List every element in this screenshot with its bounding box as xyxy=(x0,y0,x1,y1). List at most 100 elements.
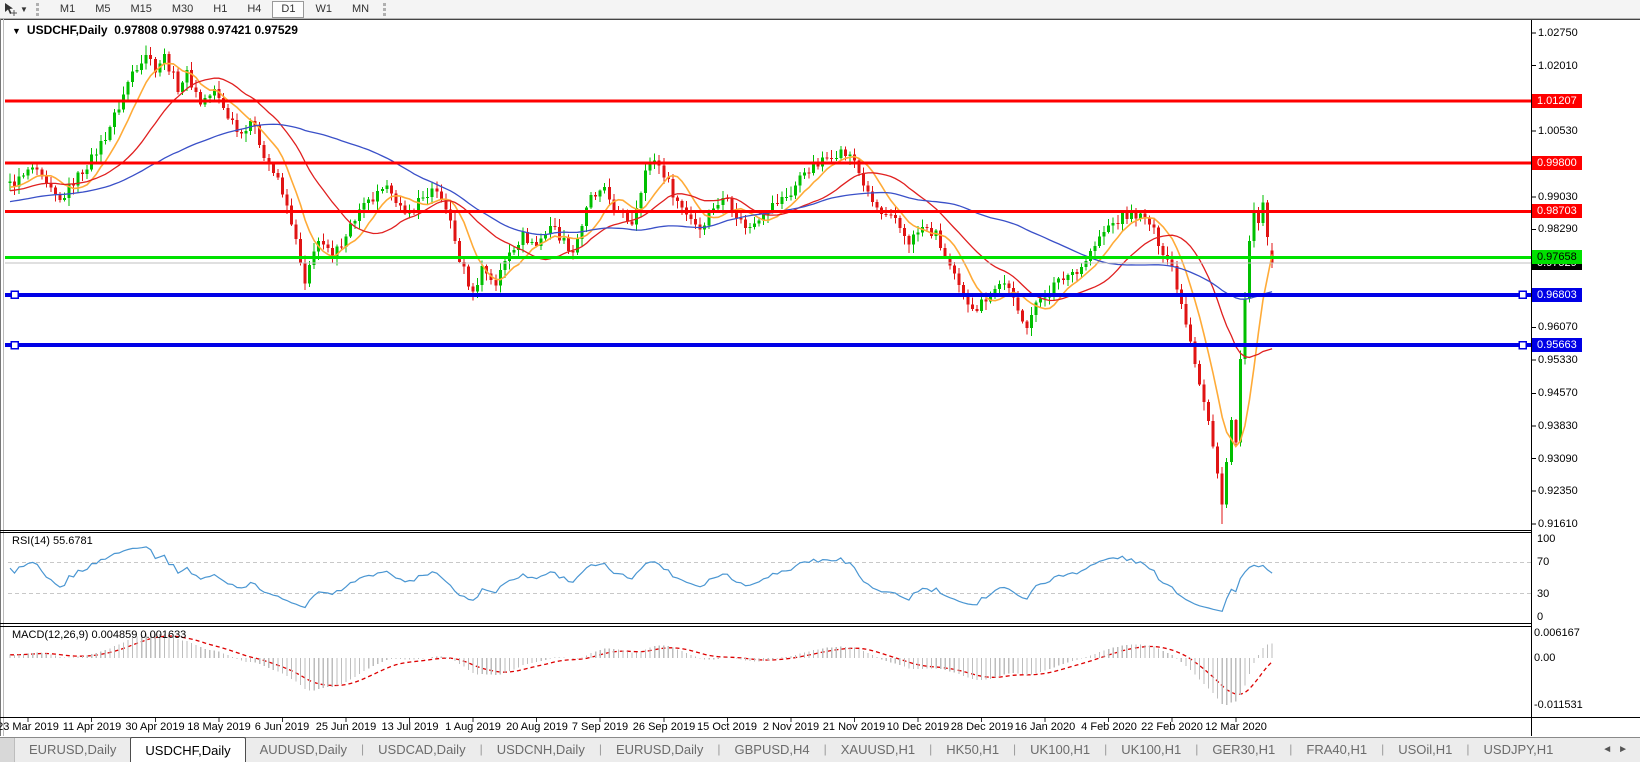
horizontal-line-0.95663[interactable] xyxy=(5,340,1531,350)
ohlc-low: 0.97421 xyxy=(207,23,252,37)
toolbar-grip-2 xyxy=(383,2,393,16)
rsi-scale-label: 30 xyxy=(1537,588,1550,600)
price-tick-label: 0.95330 xyxy=(1538,354,1578,366)
timeframe-button-m5[interactable]: M5 xyxy=(95,2,111,15)
date-tick-label: 12 Mar 2020 xyxy=(1205,721,1267,733)
pane-borders xyxy=(0,19,1640,736)
macd-values: 0.004859 0.001633 xyxy=(91,629,187,641)
tab-usdchf-daily[interactable]: USDCHF,Daily xyxy=(130,737,246,762)
tab-ger30-h1[interactable]: GER30,H1 xyxy=(1212,742,1276,757)
date-tick-label: 2 Nov 2019 xyxy=(762,721,820,733)
price-tick-label: 1.00530 xyxy=(1538,125,1578,137)
axis-ticks xyxy=(27,32,1536,722)
horizontal-line-0.96803[interactable] xyxy=(5,290,1531,300)
macd-histogram xyxy=(9,633,1273,705)
tab-hk50-h1[interactable]: HK50,H1 xyxy=(946,742,1000,757)
tab-separator: | xyxy=(929,742,933,756)
tab-xauusd-h1[interactable]: XAUUSD,H1 xyxy=(840,742,916,757)
chart-title: ▼ USDCHF,Daily 0.97808 0.97988 0.97421 0.… xyxy=(12,23,298,37)
toolbar: ▼ M1 M5 M15 M30 H1 H4 D1 W1 MN xyxy=(0,0,1640,19)
date-tick-label: 11 Apr 2019 xyxy=(62,721,122,733)
hline-price-label: 0.98703 xyxy=(1532,204,1582,218)
toolbar-grip xyxy=(35,2,46,16)
date-tick-label: 25 Jun 2019 xyxy=(315,721,377,733)
tab-eurusd-daily[interactable]: EURUSD,Daily xyxy=(615,742,704,757)
timeframe-button-m1[interactable]: M1 xyxy=(59,2,76,15)
timeframe-button-w1[interactable]: W1 xyxy=(315,2,332,15)
date-tick-label: 26 Sep 2019 xyxy=(632,721,696,733)
chart-dropdown-icon[interactable]: ▼ xyxy=(12,26,21,36)
price-tick-label: 0.99030 xyxy=(1538,191,1578,203)
tab-usdjpy-h1[interactable]: USDJPY,H1 xyxy=(1483,742,1554,757)
date-tick-label: 28 Dec 2019 xyxy=(950,721,1014,733)
tab-gbpusd-h4[interactable]: GBPUSD,H4 xyxy=(734,742,810,757)
date-tick-label: 7 Sep 2019 xyxy=(571,721,629,733)
tab-separator: | xyxy=(1104,742,1108,756)
date-tick-label: 21 Nov 2019 xyxy=(822,721,886,733)
rsi-label: RSI(14) 55.6781 xyxy=(12,535,93,547)
date-tick-label: 22 Feb 2020 xyxy=(1141,721,1203,733)
timeframe-button-h4[interactable]: H4 xyxy=(247,2,262,15)
tab-audusd-daily[interactable]: AUDUSD,Daily xyxy=(259,742,348,757)
ohlc-open: 0.97808 xyxy=(114,23,158,37)
date-tick-label: 16 Jan 2020 xyxy=(1014,721,1076,733)
price-tick-label: 0.96070 xyxy=(1538,321,1578,333)
tabbar-corner xyxy=(0,738,15,762)
date-tick-label: 15 Oct 2019 xyxy=(697,721,757,733)
macd-pane xyxy=(9,633,1273,705)
date-tick-label: 4 Feb 2020 xyxy=(1081,721,1137,733)
tab-eurusd-daily[interactable]: EURUSD,Daily xyxy=(29,742,117,757)
date-tick-label: 10 Dec 2019 xyxy=(886,721,950,733)
hline-price-label: 0.96803 xyxy=(1532,288,1582,302)
tab-separator: | xyxy=(717,742,721,756)
right-scroll-arrow[interactable]: ► xyxy=(1618,744,1634,755)
tab-separator: | xyxy=(1466,742,1470,756)
date-tick-label: 20 Aug 2019 xyxy=(506,721,568,733)
ohlc-close: 0.97529 xyxy=(254,23,298,37)
ohlc-high: 0.97988 xyxy=(161,23,205,37)
left-scroll-arrow[interactable]: ◄ xyxy=(1602,744,1619,755)
ma-line-21 xyxy=(9,77,1273,359)
ma-line-55 xyxy=(9,123,1273,300)
tab-separator: | xyxy=(823,742,827,756)
tab-bar: EURUSD,Daily USDCHF,Daily AUDUSD,Daily | USD… xyxy=(0,737,1640,762)
price-tick-label: 0.92350 xyxy=(1538,485,1578,497)
macd-scale-label: 0.00 xyxy=(1534,652,1556,664)
tab-separator: | xyxy=(598,742,602,756)
date-tick-label: 23 Mar 2019 xyxy=(0,721,59,733)
tab-uk100-h1[interactable]: UK100,H1 xyxy=(1030,742,1091,757)
timeframe-button-d1[interactable]: D1 xyxy=(272,0,305,18)
timeframe-button-m30[interactable]: M30 xyxy=(171,2,194,15)
chart-tabs: EURUSD,Daily USDCHF,Daily AUDUSD,Daily | USD… xyxy=(15,737,1567,762)
tab-fra40-h1[interactable]: FRA40,H1 xyxy=(1306,742,1368,757)
cursor-crosshair-icon[interactable] xyxy=(0,1,20,17)
price-tick-label: 0.98290 xyxy=(1538,223,1578,235)
hline-price-label: 0.97658 xyxy=(1532,250,1582,264)
hline-price-label: 1.01207 xyxy=(1532,94,1582,108)
rsi-pane xyxy=(8,546,1531,612)
price-tick-label: 0.94570 xyxy=(1538,387,1578,399)
tab-separator: | xyxy=(479,742,483,756)
timeframe-button-mn[interactable]: MN xyxy=(351,2,370,15)
tab-usoil-h1[interactable]: USOil,H1 xyxy=(1398,742,1453,757)
date-tick-label: 13 Jul 2019 xyxy=(381,721,439,733)
rsi-scale-label: 100 xyxy=(1537,533,1556,545)
tab-uk100-h1[interactable]: UK100,H1 xyxy=(1121,742,1182,757)
hline-price-label: 0.95663 xyxy=(1532,338,1582,352)
macd-scale-label: 0.006167 xyxy=(1534,627,1580,639)
rsi-value: 55.6781 xyxy=(52,535,93,547)
timeframe-button-h1[interactable]: H1 xyxy=(213,2,228,15)
price-tick-label: 0.93090 xyxy=(1538,453,1578,465)
candlestick-series xyxy=(8,45,1274,524)
tab-usdcad-daily[interactable]: USDCAD,Daily xyxy=(378,742,466,757)
timeframe-button-m15[interactable]: M15 xyxy=(130,2,152,15)
timeframe-buttons: M1 M5 M15 M30 H1 H4 D1 W1 MN xyxy=(50,0,379,18)
price-tick-label: 0.93830 xyxy=(1538,420,1578,432)
date-tick-label: 18 May 2019 xyxy=(187,721,251,733)
price-tick-label: 1.02010 xyxy=(1538,60,1578,72)
caret-down-icon[interactable]: ▼ xyxy=(20,4,28,14)
rsi-line xyxy=(9,546,1273,612)
tab-usdcnh-daily[interactable]: USDCNH,Daily xyxy=(496,742,585,757)
